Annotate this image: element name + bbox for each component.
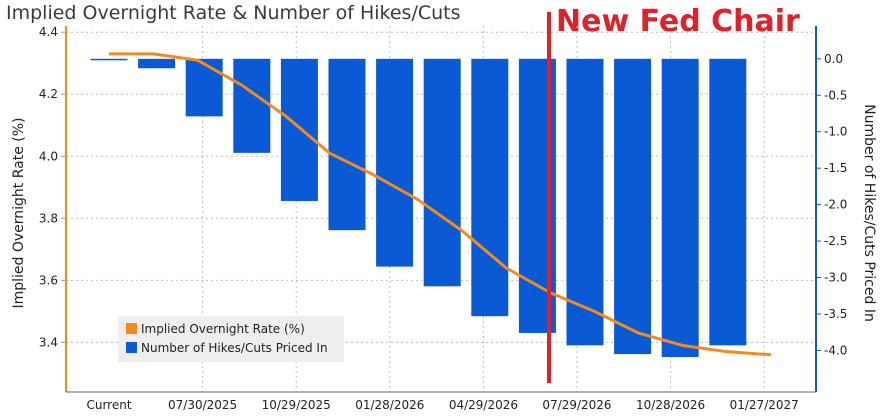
new-fed-chair-annotation: New Fed Chair xyxy=(556,4,800,39)
legend-swatch-rate xyxy=(126,323,137,334)
bar xyxy=(661,58,699,358)
bar xyxy=(328,58,366,231)
right-tick-label: -3.5 xyxy=(824,307,847,321)
right-tick-label: -4.0 xyxy=(824,343,847,357)
bar xyxy=(423,58,461,287)
rate-line xyxy=(109,52,772,357)
x-tick-label: 07/29/2026 xyxy=(542,398,611,412)
left-tick-label: 3.6 xyxy=(39,273,58,287)
x-tick-label: 01/28/2026 xyxy=(355,398,424,412)
bar xyxy=(280,58,318,201)
left-tick-label: 4.0 xyxy=(39,149,58,163)
legend-label-rate: Implied Overnight Rate (%) xyxy=(141,322,305,336)
right-tick-label: -2.0 xyxy=(824,198,847,212)
left-tick-label: 4.2 xyxy=(39,87,58,101)
x-tick-label: 10/29/2025 xyxy=(262,398,331,412)
left-axis-title: Implied Overnight Rate (%) xyxy=(11,117,27,308)
bar xyxy=(138,58,176,69)
right-axis-title: Number of Hikes/Cuts Priced In xyxy=(861,104,877,322)
bar xyxy=(614,58,652,355)
legend-label-hikes: Number of Hikes/Cuts Priced In xyxy=(141,341,328,355)
x-axis-ticks: Current 07/30/2025 10/29/2025 01/28/2026 04/… xyxy=(86,398,798,412)
x-tick-label: 01/27/2027 xyxy=(730,398,799,412)
left-tick-label: 4.4 xyxy=(39,25,58,39)
bar xyxy=(471,58,509,317)
x-tick-label: 07/30/2025 xyxy=(168,398,237,412)
bar xyxy=(376,58,414,267)
right-axis-ticks: 0.0 -0.5 -1.0 -1.5 -2.0 -2.5 -3.0 -3.5 -4.0 xyxy=(816,52,847,357)
bar xyxy=(566,58,604,346)
bar xyxy=(90,58,128,61)
right-tick-label: -2.5 xyxy=(824,234,847,248)
x-tick-label: 04/29/2026 xyxy=(449,398,518,412)
bar-series xyxy=(90,58,747,358)
left-axis-ticks: 3.4 3.6 3.8 4.0 4.2 4.4 xyxy=(39,25,66,349)
legend: Implied Overnight Rate (%) Number of Hik… xyxy=(118,316,344,362)
left-tick-label: 3.8 xyxy=(39,211,58,225)
axes xyxy=(65,26,817,393)
legend-box xyxy=(118,316,344,362)
bar xyxy=(233,58,271,153)
legend-swatch-hikes xyxy=(126,342,137,353)
right-tick-label: -1.5 xyxy=(824,161,847,175)
x-tick-label: 10/28/2026 xyxy=(636,398,705,412)
right-tick-label: -3.0 xyxy=(824,271,847,285)
line-series xyxy=(109,52,772,357)
right-tick-label: -0.5 xyxy=(824,88,847,102)
left-tick-label: 3.4 xyxy=(39,335,58,349)
chart-title: Implied Overnight Rate & Number of Hikes… xyxy=(6,2,461,24)
bar xyxy=(709,58,747,346)
right-tick-label: -1.0 xyxy=(824,125,847,139)
bar xyxy=(185,58,223,117)
x-tick-label: Current xyxy=(86,398,131,412)
right-tick-label: 0.0 xyxy=(824,52,843,66)
